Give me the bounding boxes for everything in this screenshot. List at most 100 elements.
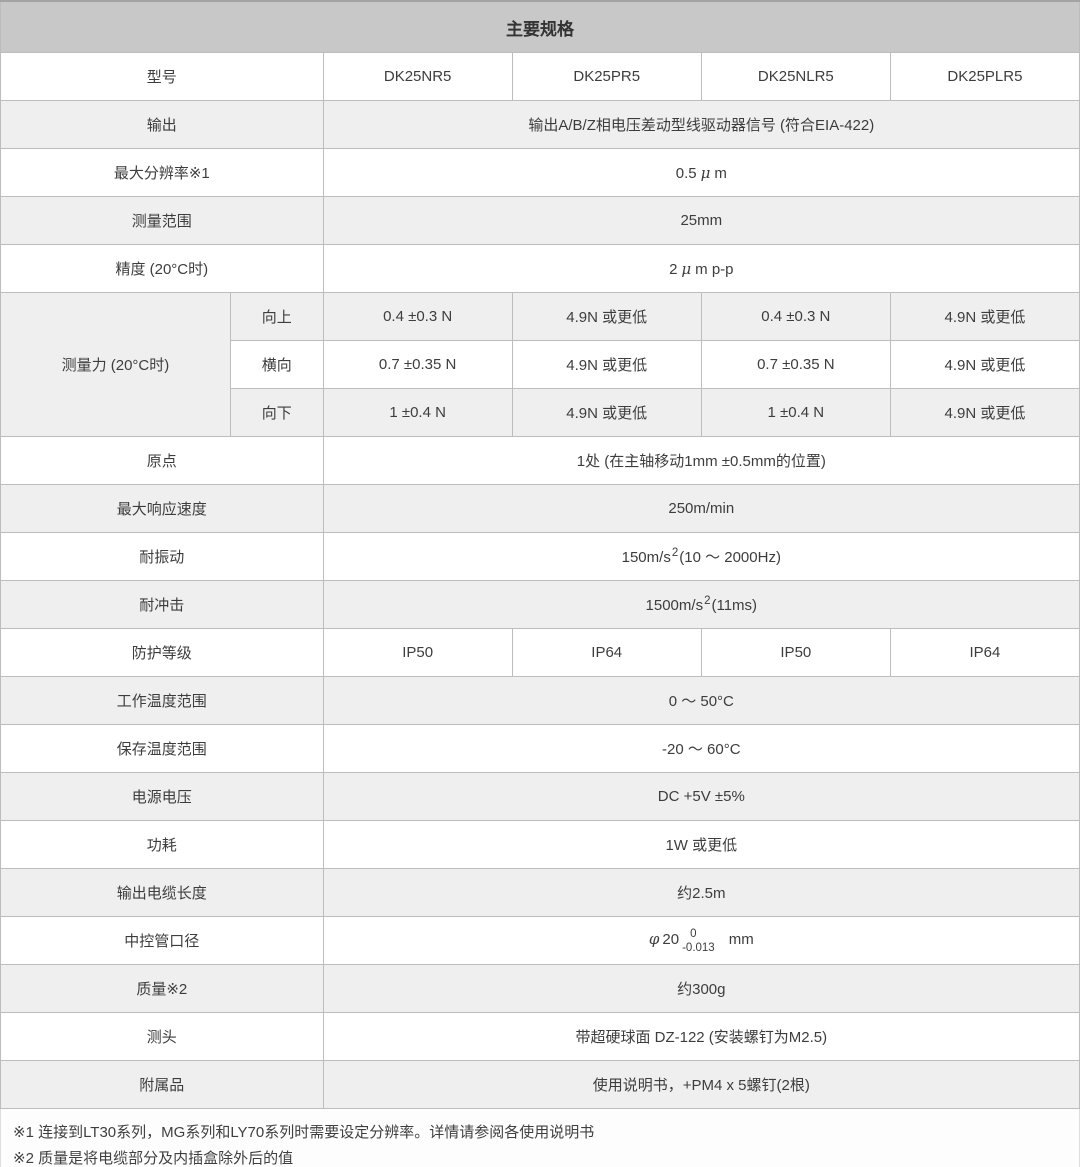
table-row-protection: 防护等级 IP50 IP64 IP50 IP64 (0, 628, 1080, 677)
table-title: 主要规格 (0, 0, 1080, 53)
table-header-row: 主要规格 (0, 0, 1080, 53)
force-value-cell: 0.7 ±0.35 N (700, 340, 891, 389)
probe-value-cell: 带超硬球面 DZ-122 (安装螺钉为M2.5) (322, 1012, 1080, 1061)
superscript-two: 2 (671, 547, 679, 559)
accessories-value-cell: 使用说明书，+PM4 x 5螺钉(2根) (322, 1060, 1080, 1109)
force-value-cell: 1 ±0.4 N (700, 388, 891, 437)
output-value-cell: 输出A/B/Z相电压差动型线驱动器信号 (符合EIA-422) (322, 100, 1080, 149)
row-label-shock: 耐冲击 (0, 580, 324, 629)
table-row-model: 型号 DK25NR5 DK25PR5 DK25NLR5 DK25PLR5 (0, 52, 1080, 101)
row-label-consumption: 功耗 (0, 820, 324, 869)
row-label-vibration: 耐振动 (0, 532, 324, 581)
table-row-origin: 原点 1处 (在主轴移动1mm ±0.5mm的位置) (0, 436, 1080, 485)
table-row-mass: 质量※2 约300g (0, 964, 1080, 1013)
model-value-cell: DK25NR5 (322, 52, 513, 101)
table-row-power: 电源电压 DC +5V ±5% (0, 772, 1080, 821)
model-value-cell: DK25PR5 (511, 52, 702, 101)
storage-temp-value-cell: -20 ～ 60°C (322, 724, 1080, 773)
row-label-speed: 最大响应速度 (0, 484, 324, 533)
vibration-value-condition: (10 ～ 2000Hz) (679, 549, 781, 566)
power-value-cell: DC +5V ±5% (322, 772, 1080, 821)
cable-value-cell: 约2.5m (322, 868, 1080, 917)
footnote-2: ※2 质量是将电缆部分及内插盒除外后的值 (13, 1150, 294, 1167)
footnotes-section: ※1 连接到LT30系列，MG系列和LY70系列时需要设定分辨率。详情请参阅各使… (0, 1109, 1080, 1167)
operating-temp-value-cell: 0 ～ 50°C (322, 676, 1080, 725)
row-label-origin: 原点 (0, 436, 324, 485)
force-value-cell: 4.9N 或更低 (889, 292, 1080, 341)
row-label-power: 电源电压 (0, 772, 324, 821)
shock-value-base: 1500m/s (645, 597, 704, 614)
spec-table: 主要规格 型号 DK25NR5 DK25PR5 DK25NLR5 DK25PLR… (0, 0, 1080, 1109)
row-label-range: 测量范围 (0, 196, 324, 245)
row-label-mass: 质量※2 (0, 964, 324, 1013)
resolution-value-unit: m (714, 164, 727, 182)
row-label-accessories: 附属品 (0, 1060, 324, 1109)
shock-value-cell: 1500m/s2(11ms) (322, 580, 1080, 629)
table-row-storage-temp: 保存温度范围 -20 ～ 60°C (0, 724, 1080, 773)
footnote-1: ※1 连接到LT30系列，MG系列和LY70系列时需要设定分辨率。详情请参阅各使… (13, 1124, 595, 1141)
force-direction-label: 向下 (229, 388, 324, 437)
table-row-probe: 测头 带超硬球面 DZ-122 (安装螺钉为M2.5) (0, 1012, 1080, 1061)
row-label-resolution: 最大分辨率※1 (0, 148, 324, 197)
range-value-cell: 25mm (322, 196, 1080, 245)
tolerance-lower: -0.013 (682, 941, 715, 954)
table-row-shock: 耐冲击 1500m/s2(11ms) (0, 580, 1080, 629)
force-value-cell: 4.9N 或更低 (511, 340, 702, 389)
stem-value-unit: mm (728, 931, 754, 949)
table-row-stem: 中控管口径 φ 20 0 -0.013 mm (0, 916, 1080, 965)
stem-value-cell: φ 20 0 -0.013 mm (322, 916, 1080, 965)
tolerance-upper: 0 (690, 928, 697, 941)
accuracy-value-unit: m p-p (695, 260, 734, 278)
table-row-force-lateral: 横向 0.7 ±0.35 N 4.9N 或更低 0.7 ±0.35 N 4.9N… (1, 340, 1080, 389)
vibration-value-cell: 150m/s2(10 ～ 2000Hz) (322, 532, 1080, 581)
row-label-operating-temp: 工作温度范围 (0, 676, 324, 725)
table-row-speed: 最大响应速度 250m/min (0, 484, 1080, 533)
row-label-storage-temp: 保存温度范围 (0, 724, 324, 773)
shock-value-condition: (11ms) (711, 597, 758, 614)
row-label-accuracy: 精度 (20°C时) (0, 244, 324, 293)
superscript-two: 2 (704, 595, 711, 607)
table-row-consumption: 功耗 1W 或更低 (0, 820, 1080, 869)
row-label-output: 输出 (0, 100, 324, 149)
force-value-cell: 0.4 ±0.3 N (322, 292, 513, 341)
speed-value-cell: 250m/min (322, 484, 1080, 533)
model-value-cell: DK25NLR5 (700, 52, 891, 101)
micro-symbol: μ (700, 163, 711, 182)
force-direction-label: 横向 (229, 340, 324, 389)
ip-value-cell: IP50 (322, 628, 513, 677)
table-row-range: 测量范围 25mm (0, 196, 1080, 245)
table-row-cable: 输出电缆长度 约2.5m (0, 868, 1080, 917)
force-value-cell: 1 ±0.4 N (322, 388, 513, 437)
force-value-cell: 0.4 ±0.3 N (700, 292, 891, 341)
force-value-cell: 0.7 ±0.35 N (322, 340, 513, 389)
tolerance-stack: 0 -0.013 (682, 928, 715, 954)
table-row-vibration: 耐振动 150m/s2(10 ～ 2000Hz) (0, 532, 1080, 581)
table-row-force-down: 向下 1 ±0.4 N 4.9N 或更低 1 ±0.4 N 4.9N 或更低 (1, 388, 1080, 437)
force-value-cell: 4.9N 或更低 (511, 292, 702, 341)
vibration-value-base: 150m/s (621, 549, 671, 566)
row-label-protection: 防护等级 (0, 628, 324, 677)
ip-value-cell: IP64 (889, 628, 1080, 677)
force-direction-label: 向上 (229, 292, 324, 341)
diameter-symbol: φ (648, 930, 660, 949)
micro-symbol: μ (681, 259, 692, 278)
stem-value-number: 20 (662, 931, 680, 949)
table-row-output: 输出 输出A/B/Z相电压差动型线驱动器信号 (符合EIA-422) (0, 100, 1080, 149)
table-row-resolution: 最大分辨率※1 0.5 μ m (0, 148, 1080, 197)
row-label-probe: 测头 (0, 1012, 324, 1061)
row-label-cable: 输出电缆长度 (0, 868, 324, 917)
force-value-cell: 4.9N 或更低 (889, 340, 1080, 389)
model-value-cell: DK25PLR5 (889, 52, 1080, 101)
mass-value-cell: 约300g (322, 964, 1080, 1013)
table-row-accessories: 附属品 使用说明书，+PM4 x 5螺钉(2根) (0, 1060, 1080, 1109)
accuracy-value-number: 2 (669, 260, 678, 278)
row-label-model: 型号 (0, 52, 324, 101)
resolution-value-cell: 0.5 μ m (322, 148, 1080, 197)
force-value-cell: 4.9N 或更低 (889, 388, 1080, 437)
force-value-cell: 4.9N 或更低 (511, 388, 702, 437)
ip-value-cell: IP64 (511, 628, 702, 677)
resolution-value-number: 0.5 (675, 164, 697, 182)
